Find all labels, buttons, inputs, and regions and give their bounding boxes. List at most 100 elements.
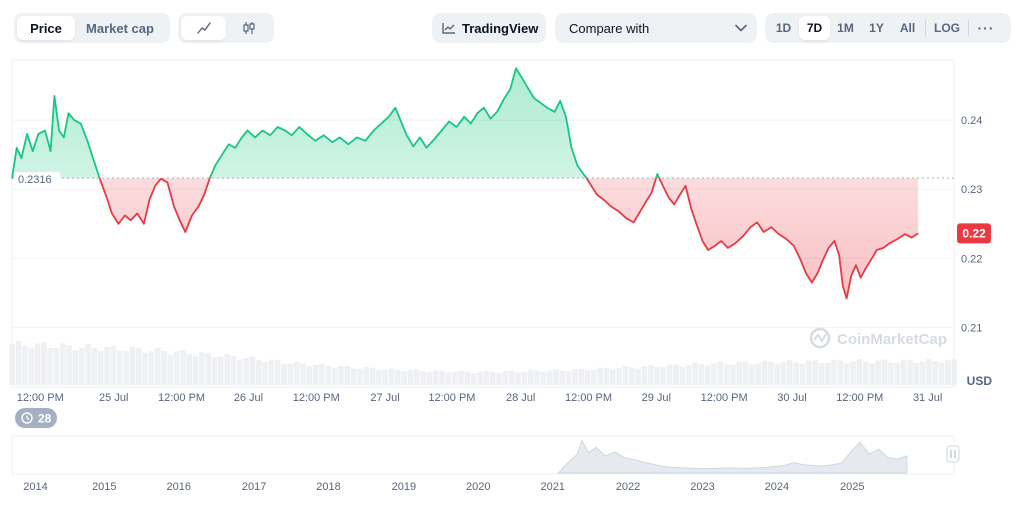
volume-bar [502, 370, 509, 385]
volume-bar [932, 360, 939, 385]
tab-price[interactable]: Price [17, 16, 75, 40]
tradingview-icon [442, 23, 455, 34]
current-price-label: 0.22 [962, 226, 986, 240]
year-label: 2015 [92, 481, 116, 493]
volume-bar [881, 359, 888, 385]
volume-bar [603, 367, 610, 385]
range-1y-button[interactable]: 1Y [869, 21, 884, 35]
volume-bar [312, 365, 319, 385]
range-1d-button[interactable]: 1D [775, 21, 792, 35]
volume-bar [350, 368, 357, 385]
volume-bar [837, 360, 844, 385]
history-clock-icon [21, 412, 33, 424]
line-chart-icon [196, 22, 211, 34]
volume-bar [401, 371, 407, 385]
navigator-year-labels: 2014 2015 2016 2017 2018 2019 2020 2021 2022 2023… [23, 481, 864, 493]
volume-bar [742, 361, 749, 385]
log-scale-button[interactable]: LOG [934, 21, 960, 35]
volume-bar [546, 370, 553, 385]
volume-bar [414, 369, 420, 385]
volume-bar [856, 359, 863, 385]
x-tick-label: 12:00 PM [836, 392, 883, 404]
volume-bar [41, 342, 47, 385]
volume-bar [679, 366, 686, 385]
volume-bar [736, 361, 743, 385]
volume-bar [167, 354, 174, 385]
volume-bar [407, 369, 414, 385]
volume-bar [72, 350, 79, 385]
time-range-toggle: 1D 7D 1M 1Y All LOG ··· [765, 13, 1011, 43]
range-all-button[interactable]: All [899, 21, 916, 35]
volume-bar [704, 365, 711, 385]
volume-bar [622, 366, 629, 385]
volume-bar [787, 360, 793, 385]
volume-bar [300, 363, 306, 385]
y-tick-label: 0.22 [961, 253, 982, 265]
volume-bar [230, 356, 237, 385]
volume-bar [426, 371, 433, 385]
volume-bar [116, 350, 123, 385]
volume-bar [919, 361, 926, 385]
volume-bar [527, 370, 534, 385]
toolbar-divider [968, 20, 969, 36]
metric-toggle: Price Market cap [14, 13, 170, 43]
toolbar-divider [925, 20, 926, 36]
volume-bar [199, 352, 205, 385]
volume-bar [47, 348, 53, 385]
volume-bar [470, 372, 477, 385]
volume-bar [262, 362, 268, 385]
x-tick-label: 31 Jul [913, 392, 942, 404]
year-label: 2022 [616, 481, 640, 493]
baseline-label-bg [14, 172, 60, 188]
volume-bar [186, 354, 193, 385]
volume-bar [22, 345, 28, 385]
volume-bar [325, 366, 332, 385]
candlestick-button[interactable] [226, 16, 271, 40]
events-badge[interactable]: 28 [15, 408, 57, 428]
volume-bar [666, 364, 673, 385]
volume-bar [793, 362, 799, 385]
volume-bar [572, 369, 578, 385]
volume-bar [951, 358, 957, 385]
navigator-handle[interactable] [946, 445, 960, 463]
volume-bar [34, 343, 41, 385]
line-chart-button[interactable] [181, 16, 226, 40]
volume-bar [281, 363, 287, 385]
compare-with-dropdown[interactable]: Compare with [555, 13, 757, 43]
more-options-button[interactable]: ··· [977, 20, 995, 36]
volume-bar [540, 372, 547, 385]
y-tick-label: 0.23 [961, 184, 982, 196]
volume-bar [243, 357, 249, 385]
volume-bar [110, 345, 117, 385]
range-7d-button[interactable]: 7D [799, 16, 830, 40]
volume-bar [831, 359, 837, 385]
volume-bar [869, 363, 875, 385]
volume-bar [395, 369, 401, 385]
volume-bar [15, 340, 22, 385]
x-tick-label: 29 Jul [642, 392, 671, 404]
events-count: 28 [38, 412, 52, 426]
range-1m-button[interactable]: 1M [837, 21, 854, 35]
volume-bar [945, 360, 951, 385]
volume-bar [698, 364, 705, 385]
volume-bar [673, 364, 679, 385]
volume-bar [565, 371, 572, 385]
tab-market-cap[interactable]: Market cap [86, 20, 154, 36]
volume-bar [805, 360, 812, 385]
tradingview-label: TradingView [462, 20, 539, 36]
volume-bar [91, 348, 98, 385]
volume-bar [717, 361, 724, 385]
volume-bar [597, 367, 603, 385]
volume-bar [641, 366, 648, 385]
baseline-label: 0.2316 [18, 174, 52, 186]
x-tick-label: 25 Jul [99, 392, 128, 404]
volume-bar [685, 365, 692, 385]
x-tick-label: 12:00 PM [293, 392, 340, 404]
tradingview-button[interactable]: TradingView [432, 13, 546, 43]
volume-bar [432, 370, 439, 385]
volume-bar [211, 357, 218, 385]
volume-bar [9, 343, 15, 385]
year-label: 2023 [690, 481, 714, 493]
